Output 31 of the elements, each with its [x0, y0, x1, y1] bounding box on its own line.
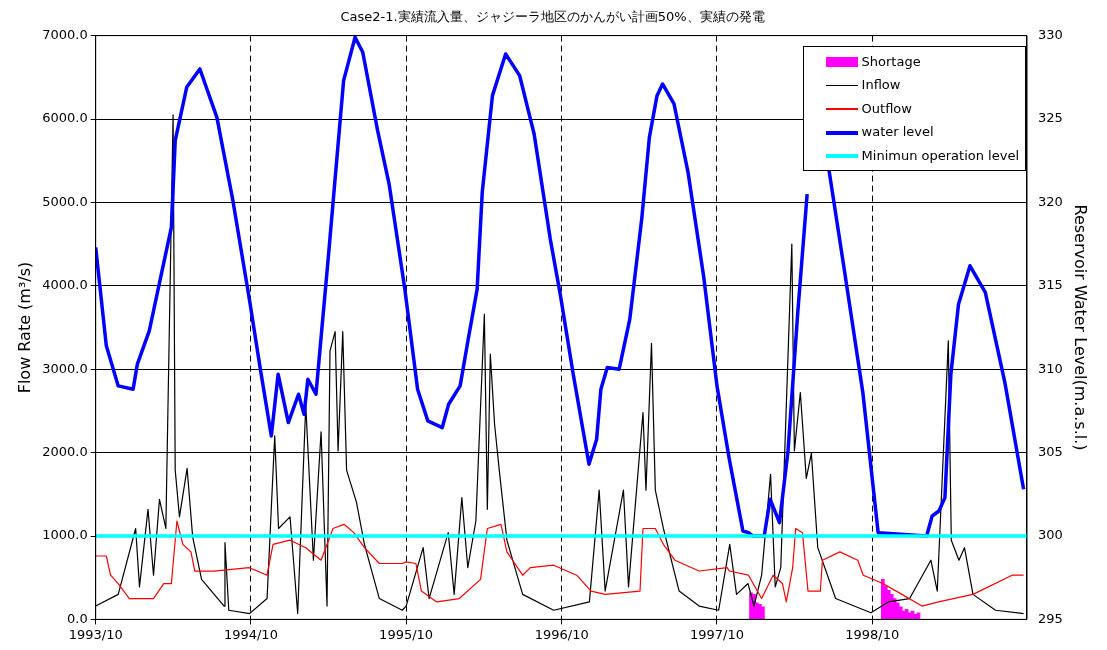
y-axis-title: Flow Rate (m³/s) [14, 261, 34, 394]
y2-tick-label: 320 [1037, 193, 1063, 209]
y2-tick-label: 305 [1037, 443, 1063, 459]
legend-label: water level [861, 124, 934, 140]
y-tick-label: 4000.0 [42, 277, 88, 293]
y-tick-label: 0.0 [67, 610, 88, 626]
y-tick-label: 2000.0 [42, 443, 88, 459]
x-tick-label: 1996/10 [534, 626, 589, 642]
legend-label: Minimun operation level [861, 147, 1019, 163]
y2-tick-label: 330 [1037, 26, 1063, 42]
y2-tick-label: 295 [1037, 610, 1063, 626]
y2-tick-label: 300 [1037, 527, 1063, 543]
y-tick-label: 6000.0 [42, 110, 88, 126]
chart-title: Case2-1.実績流入量、ジャジーラ地区のかんがい計画50%、実績の発電 [340, 9, 765, 25]
y2-tick-label: 315 [1037, 277, 1063, 293]
y-tick-label: 3000.0 [42, 360, 88, 376]
x-tick-label: 1997/10 [689, 626, 744, 642]
x-tick-label: 1998/10 [845, 626, 900, 642]
x-tick-label: 1993/10 [68, 626, 123, 642]
y-tick-label: 7000.0 [42, 26, 88, 42]
y2-tick-label: 310 [1037, 360, 1063, 376]
y2-axis-title: Reservoir Water Level(m.a.s.l.) [1071, 204, 1091, 451]
y-tick-label: 5000.0 [42, 193, 88, 209]
x-tick-label: 1995/10 [379, 626, 434, 642]
x-tick-label: 1994/10 [223, 626, 278, 642]
legend-label: Outflow [861, 100, 912, 116]
y2-tick-label: 325 [1037, 110, 1063, 126]
bar [895, 602, 900, 620]
legend-label: Inflow [861, 77, 901, 93]
y-tick-label: 1000.0 [42, 527, 88, 543]
legend-label: Shortage [861, 53, 921, 69]
